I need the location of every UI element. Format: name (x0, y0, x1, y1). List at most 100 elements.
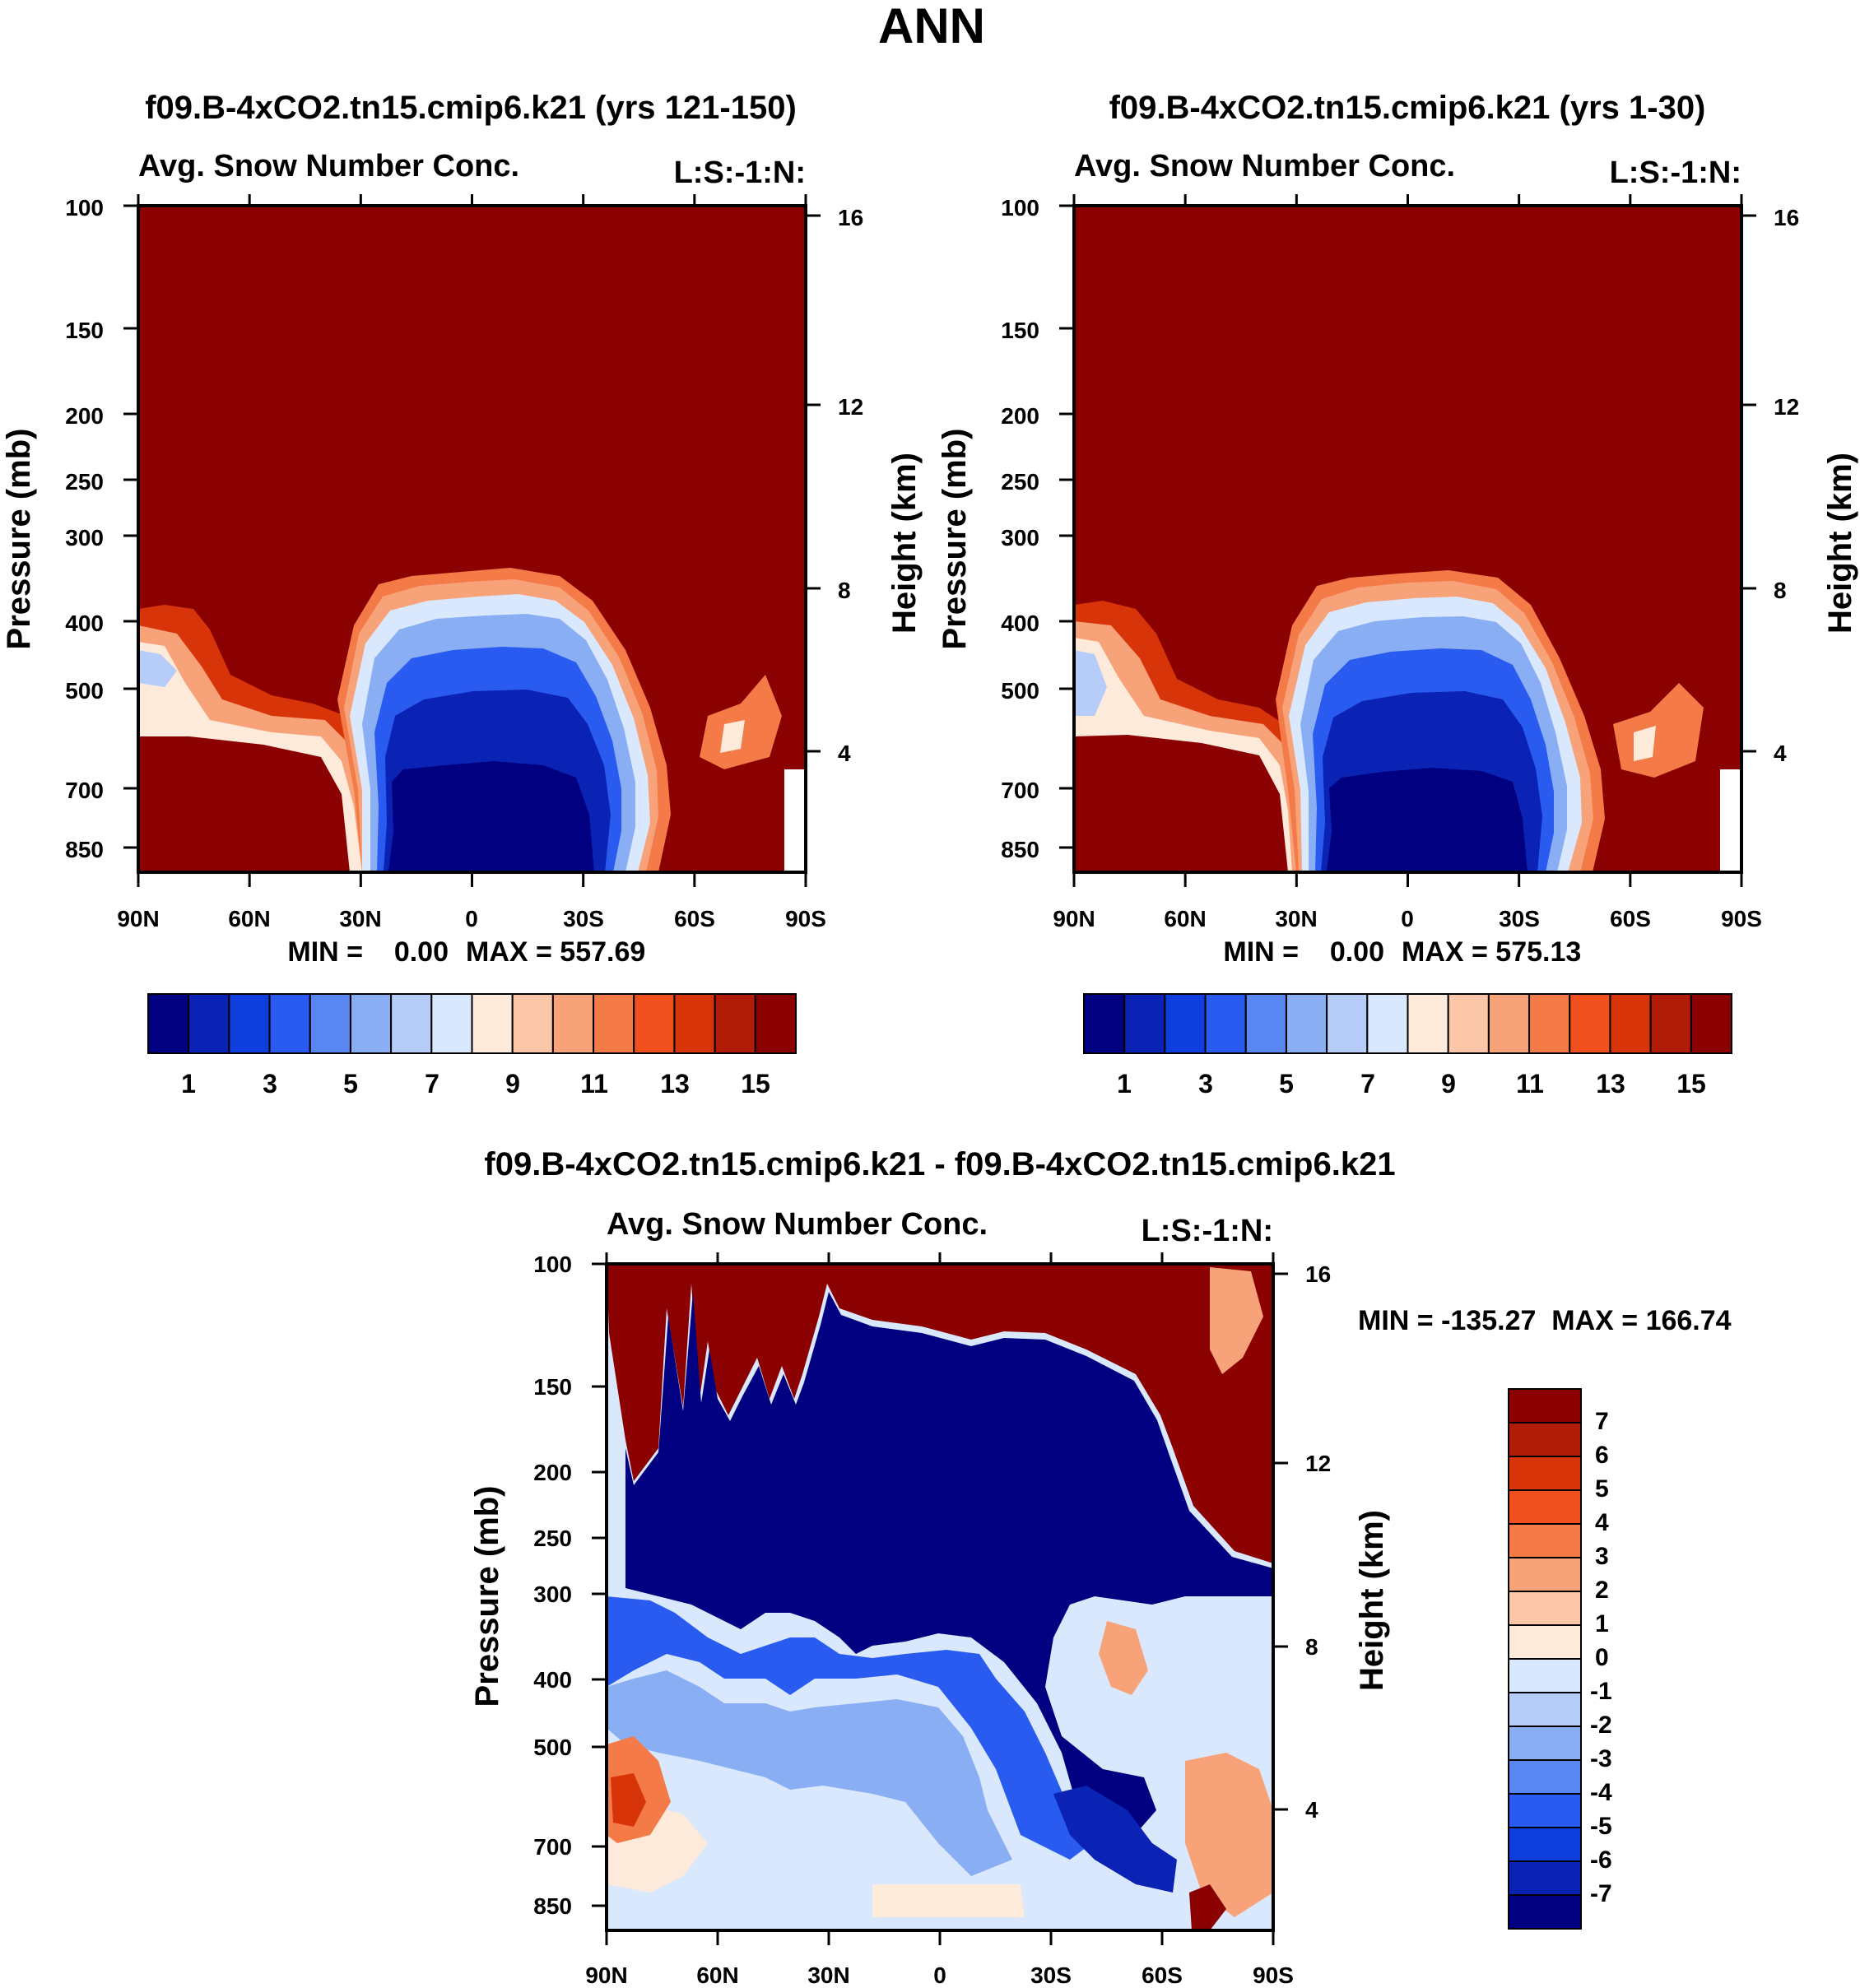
colorbar-swatch (1447, 993, 1490, 1054)
diff-colorbar-label: -1 (1590, 1678, 1612, 1705)
colorbar-swatch (1569, 993, 1611, 1054)
diff-colorbar (1508, 1388, 1582, 1930)
colorbar-swatch (633, 993, 676, 1054)
control-xtick-label: 90S (1721, 906, 1762, 931)
diff-ytick-right-label: 12 (1305, 1451, 1331, 1476)
colorbar-swatch (1508, 1692, 1582, 1727)
diff-ylabel: Pressure (mb) (469, 1486, 505, 1707)
diff-ytick-label: 400 (533, 1667, 572, 1693)
case-ytick-label: 150 (65, 318, 104, 343)
panel-case-y-right-ticks: 16 12 8 4 (838, 205, 863, 766)
case-ylabel: Pressure (mb) (1, 429, 37, 650)
case-ytick-right-label: 12 (838, 394, 863, 420)
control-band-7 (1634, 726, 1656, 761)
colorbar-swatch (1508, 1388, 1582, 1424)
diff-ytick-label: 250 (533, 1526, 572, 1551)
diff-band-strong-negative (625, 1292, 1273, 1843)
diff-ytick-label: 200 (533, 1460, 572, 1485)
control-ytick-label: 100 (1001, 195, 1039, 221)
case-colorbar-label: 9 (505, 1069, 520, 1099)
colorbar-swatch (593, 993, 635, 1054)
case-colorbar-label: 15 (741, 1069, 770, 1099)
control-ytick-right-label: 12 (1774, 394, 1799, 420)
control-colorbar-label: 11 (1516, 1069, 1544, 1099)
colorbar-swatch (1407, 993, 1449, 1054)
diff-colorbar-labels: 7 6 5 4 3 2 1 0 -1 -2 -3 -4 -5 -6 -7 (1590, 1408, 1612, 1907)
colorbar-swatch (1285, 993, 1328, 1054)
control-ytick-label: 200 (1001, 403, 1039, 429)
panel-control-y-ticks: 100 150 200 250 300 400 500 700 850 (1001, 195, 1039, 862)
panel-case-y-ticks: 100 150 200 250 300 400 500 700 850 (65, 195, 104, 862)
diff-colorbar-label: -4 (1590, 1779, 1612, 1806)
colorbar-swatch (228, 993, 271, 1054)
control-xtick-label: 30S (1499, 906, 1540, 931)
diff-xtick-label: 60N (696, 1962, 738, 1988)
panel-difference-y-right-ticks: 16 12 8 4 (1305, 1261, 1331, 1823)
case-colorbar-label: 5 (343, 1069, 358, 1099)
diff-colorbar-label: -6 (1590, 1846, 1612, 1874)
colorbar-swatch (714, 993, 756, 1054)
colorbar-swatch (147, 993, 190, 1054)
case-colorbar-label: 7 (425, 1069, 439, 1099)
panel-difference-subtitle: Avg. Snow Number Conc. (607, 1207, 988, 1242)
diff-colorbar-label: 6 (1595, 1442, 1609, 1469)
tick-marks (592, 1252, 1288, 1945)
diff-xtick-label: 90N (585, 1962, 627, 1988)
control-xtick-label: 90N (1053, 906, 1095, 931)
colorbar-swatch (1508, 1422, 1582, 1457)
control-max-label: MAX = 575.13 (1402, 936, 1581, 968)
case-colorbar-label: 3 (263, 1069, 277, 1099)
panel-case-title: f09.B-4xCO2.tn15.cmip6.k21 (yrs 121-150) (145, 90, 797, 126)
colorbar-swatch (390, 993, 433, 1054)
control-band-14 (1327, 768, 1528, 872)
case-ytick-label: 850 (65, 837, 104, 862)
panel-control-y-right-ticks: 16 12 8 4 (1774, 205, 1799, 766)
diff-ylabel-right: Height (km) (1354, 1510, 1390, 1691)
colorbar-swatch (1508, 1489, 1582, 1525)
colorbar-swatch (1164, 993, 1207, 1054)
tick-marks (123, 194, 821, 887)
colorbar-swatch (1326, 993, 1369, 1054)
colorbar-swatch (268, 993, 311, 1054)
colorbar-swatch (1204, 993, 1247, 1054)
colorbar-swatch (754, 993, 797, 1054)
diff-colorbar-label: -7 (1590, 1880, 1612, 1907)
panel-control: f09.B-4xCO2.tn15.cmip6.k21 (yrs 1-30) Av… (937, 90, 1858, 1099)
panel-control-title: f09.B-4xCO2.tn15.cmip6.k21 (yrs 1-30) (1109, 90, 1706, 126)
diff-ytick-right-label: 16 (1305, 1261, 1331, 1287)
case-ytick-right-label: 4 (838, 741, 851, 766)
case-colorbar-label: 1 (181, 1069, 196, 1099)
diff-minmax-label: MIN = -135.27 MAX = 166.74 (1358, 1305, 1732, 1336)
colorbar-swatch (188, 993, 230, 1054)
control-ytick-label: 500 (1001, 678, 1039, 704)
diff-ytick-right-label: 8 (1305, 1634, 1318, 1660)
panel-difference-title: f09.B-4xCO2.tn15.cmip6.k21 - f09.B-4xCO2… (484, 1146, 1395, 1182)
control-missing-data (1720, 769, 1741, 872)
colorbar-swatch (349, 993, 393, 1054)
control-colorbar (1083, 993, 1732, 1054)
case-xtick-label: 90S (785, 906, 826, 931)
panel-difference: f09.B-4xCO2.tn15.cmip6.k21 - f09.B-4xCO2… (469, 1146, 1732, 1988)
case-colorbar (147, 993, 797, 1054)
case-xtick-label: 30N (339, 906, 381, 931)
colorbar-swatch (1528, 993, 1571, 1054)
panel-control-subtitle: Avg. Snow Number Conc. (1074, 149, 1455, 183)
panel-case-subtitle: Avg. Snow Number Conc. (138, 149, 519, 183)
control-colorbar-label: 3 (1198, 1069, 1213, 1099)
control-ytick-label: 850 (1001, 837, 1039, 862)
diff-ytick-label: 150 (533, 1374, 572, 1400)
colorbar-swatch (673, 993, 716, 1054)
diff-ytick-label: 700 (533, 1834, 572, 1860)
colorbar-swatch (1508, 1557, 1582, 1592)
control-ytick-right-label: 8 (1774, 578, 1787, 603)
diff-xtick-label: 0 (933, 1962, 946, 1988)
diff-band-light-blue (607, 1670, 1012, 1876)
control-band-5 (1074, 650, 1107, 716)
colorbar-swatch (1508, 1523, 1582, 1558)
panel-difference-x-ticks: 90N 60N 30N 0 30S 60S 90S (585, 1962, 1294, 1988)
diff-band-upper-positive (607, 1264, 1273, 1563)
panel-case-corner-label: L:S:-1:N: (674, 156, 806, 190)
case-band-5 (138, 650, 177, 687)
panel-control-corner-label: L:S:-1:N: (1610, 156, 1741, 190)
control-colorbar-labels: 1 3 5 7 9 11 13 15 (1117, 1069, 1706, 1099)
